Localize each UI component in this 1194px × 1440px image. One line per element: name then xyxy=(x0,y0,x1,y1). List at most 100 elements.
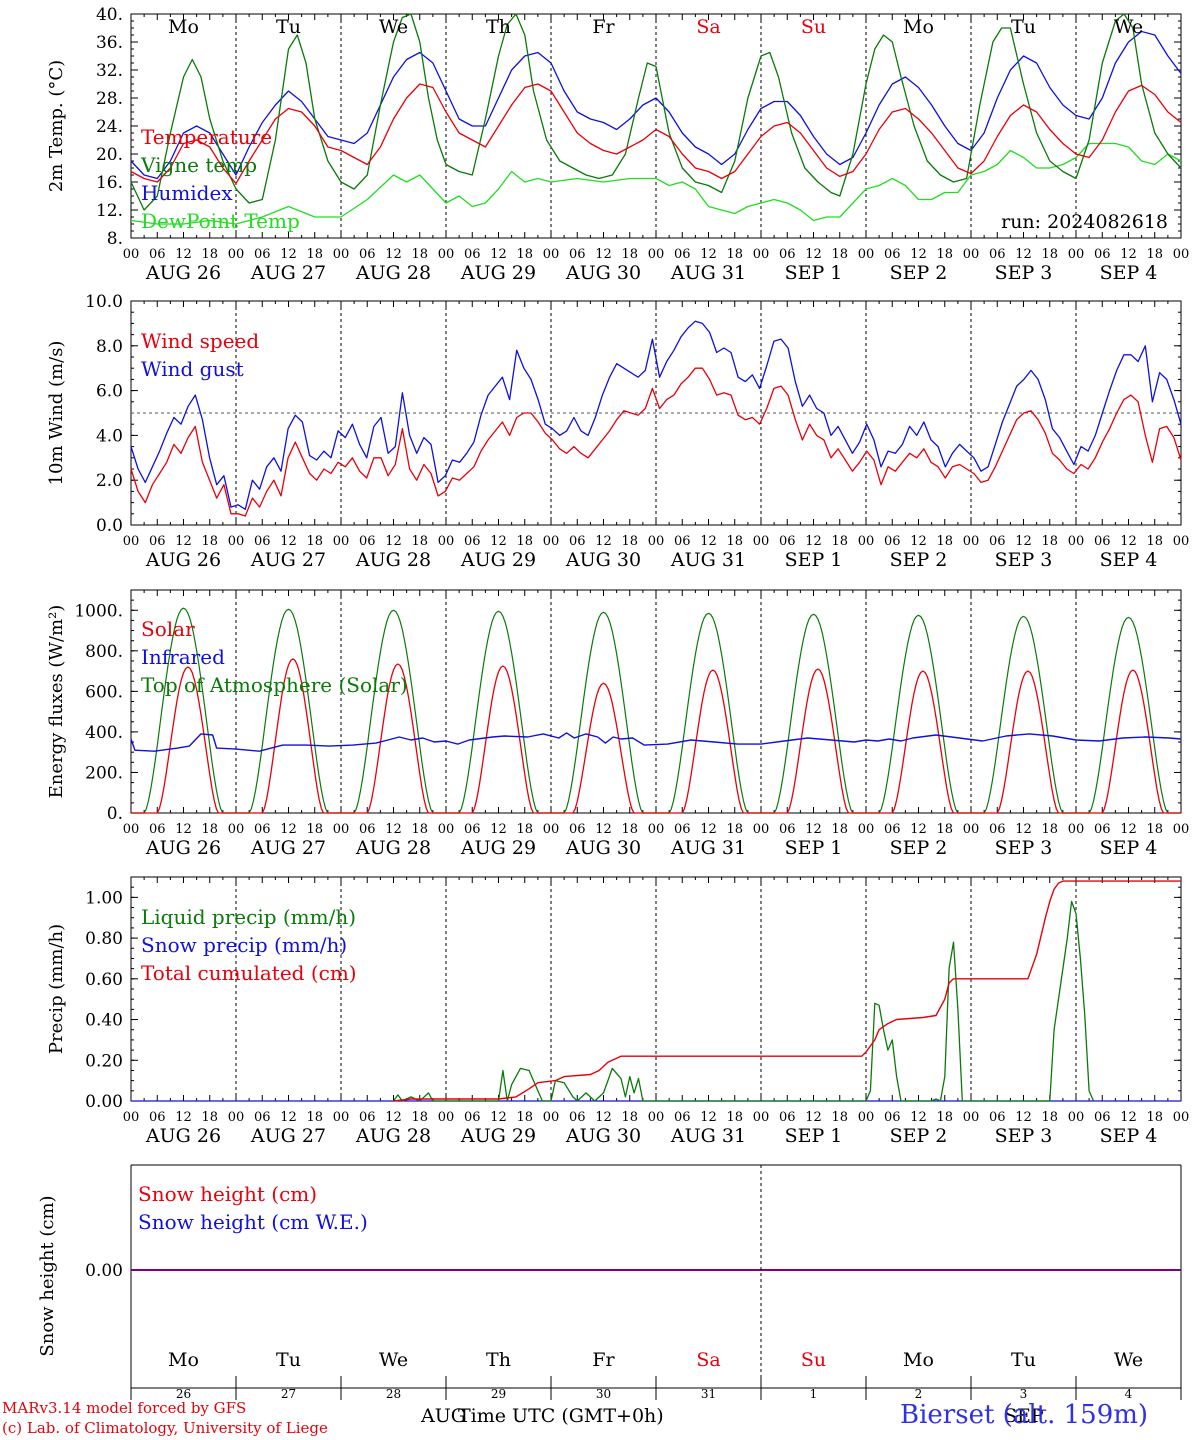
hour-tick-label: 18 xyxy=(1146,1110,1163,1125)
energy-series-solar xyxy=(131,658,1181,814)
snow-legend-1: Snow height (cm) xyxy=(138,1182,317,1206)
y-tick-label: 800. xyxy=(85,642,123,662)
hour-tick-label: 18 xyxy=(831,247,848,262)
weekday-label-top: Mo xyxy=(168,16,199,38)
hour-tick-label: 18 xyxy=(1146,534,1163,549)
hour-tick-label: 12 xyxy=(910,1110,927,1125)
date-label: SEP 2 xyxy=(890,549,948,571)
date-label: SEP 3 xyxy=(995,837,1053,859)
temp-series-lightgreen xyxy=(130,142,1182,225)
panel-1-frame xyxy=(130,13,1182,239)
date-label: AUG 27 xyxy=(250,549,326,571)
y-axis-label: Snow height (cm) xyxy=(37,1195,58,1356)
hour-tick-label: 00 xyxy=(438,534,455,549)
hour-tick-label: 00 xyxy=(963,247,980,262)
hour-tick-label: 12 xyxy=(595,822,612,837)
model-credit: MARv3.14 model forced by GFS xyxy=(2,1399,247,1417)
energy-legend-3: Top of Atmosphere (Solar) xyxy=(141,673,408,697)
date-label: AUG 28 xyxy=(355,1125,431,1147)
y-tick-label: 0.0 xyxy=(96,516,123,536)
hour-tick-label: 06 xyxy=(674,247,691,262)
hour-tick-label: 06 xyxy=(1094,534,1111,549)
hour-tick-label: 06 xyxy=(779,534,796,549)
hour-tick-label: 12 xyxy=(385,534,402,549)
hour-tick-label: 12 xyxy=(1120,534,1137,549)
date-label: AUG 26 xyxy=(145,262,221,284)
day-number-label: 27 xyxy=(281,1387,296,1401)
y-tick-label: 200. xyxy=(85,763,123,783)
hour-tick-label: 18 xyxy=(831,534,848,549)
hour-tick-label: 06 xyxy=(569,247,586,262)
date-label: AUG 28 xyxy=(355,837,431,859)
date-label: SEP 3 xyxy=(995,1125,1053,1147)
hour-tick-label: 00 xyxy=(123,1110,140,1125)
day-number-label: 3 xyxy=(1020,1387,1028,1401)
hour-tick-label: 00 xyxy=(333,1110,350,1125)
energy-legend-2: Infrared xyxy=(141,645,225,669)
hour-tick-label: 06 xyxy=(464,247,481,262)
y-tick-label: 6.0 xyxy=(96,382,123,402)
hour-tick-label: 06 xyxy=(1094,247,1111,262)
hour-tick-label: 12 xyxy=(595,534,612,549)
hour-tick-label: 00 xyxy=(648,247,665,262)
date-label: AUG 29 xyxy=(460,837,536,859)
date-label: SEP 2 xyxy=(890,837,948,859)
y-axis-label: 10m Wind (m/s) xyxy=(46,341,67,486)
date-label: AUG 30 xyxy=(565,549,641,571)
hour-tick-label: 18 xyxy=(1041,534,1058,549)
hour-tick-label: 00 xyxy=(228,534,245,549)
hour-tick-label: 12 xyxy=(805,822,822,837)
hour-tick-label: 00 xyxy=(333,822,350,837)
hour-tick-label: 12 xyxy=(700,1110,717,1125)
temp-series-green xyxy=(130,13,1182,211)
hour-tick-label: 12 xyxy=(805,534,822,549)
hour-tick-label: 00 xyxy=(1068,534,1085,549)
panel-3-frame xyxy=(130,589,1182,814)
hour-tick-label: 06 xyxy=(149,534,166,549)
y-tick-label: 12. xyxy=(96,201,123,221)
hour-tick-label: 18 xyxy=(306,1110,323,1125)
y-axis-label: Energy fluxes (W/m²) xyxy=(46,605,67,799)
hour-tick-label: 06 xyxy=(464,534,481,549)
hour-tick-label: 00 xyxy=(648,534,665,549)
date-label: AUG 26 xyxy=(145,837,221,859)
weekday-label-bottom: Su xyxy=(801,1349,826,1371)
hour-tick-label: 00 xyxy=(228,822,245,837)
date-label: AUG 30 xyxy=(565,262,641,284)
date-label: AUG 27 xyxy=(250,1125,326,1147)
hour-tick-label: 06 xyxy=(569,822,586,837)
y-tick-label: 1.00 xyxy=(85,888,123,908)
y-tick-label: 32. xyxy=(96,61,123,81)
temp-legend-4: DewPoint Temp xyxy=(141,209,300,233)
date-label: AUG 29 xyxy=(460,262,536,284)
hour-tick-label: 06 xyxy=(674,822,691,837)
hour-tick-label: 18 xyxy=(726,822,743,837)
hour-tick-label: 12 xyxy=(1120,1110,1137,1125)
hour-tick-label: 06 xyxy=(989,534,1006,549)
y-tick-label: 0.40 xyxy=(85,1011,123,1031)
hour-tick-label: 00 xyxy=(123,534,140,549)
hour-tick-label: 06 xyxy=(359,1110,376,1125)
hour-tick-label: 00 xyxy=(1068,822,1085,837)
precip-legend-1: Liquid precip (mm/h) xyxy=(141,905,356,929)
hour-tick-label: 18 xyxy=(1041,1110,1058,1125)
hour-tick-label: 00 xyxy=(333,534,350,549)
hour-tick-label: 06 xyxy=(254,247,271,262)
hour-tick-label: 06 xyxy=(779,247,796,262)
hour-tick-label: 00 xyxy=(1068,1110,1085,1125)
hour-tick-label: 12 xyxy=(1120,247,1137,262)
y-tick-label: 4.0 xyxy=(96,426,123,446)
wind-legend-2: Wind gust xyxy=(141,357,244,381)
hour-tick-label: 06 xyxy=(884,247,901,262)
date-label: SEP 3 xyxy=(995,262,1053,284)
hour-tick-label: 00 xyxy=(753,247,770,262)
hour-tick-label: 00 xyxy=(1173,822,1190,837)
hour-tick-label: 18 xyxy=(726,247,743,262)
hour-tick-label: 12 xyxy=(700,822,717,837)
hour-tick-label: 06 xyxy=(1094,1110,1111,1125)
y-tick-label: 10.0 xyxy=(85,292,123,312)
date-label: SEP 4 xyxy=(1100,837,1158,859)
day-number-label: 2 xyxy=(915,1387,923,1401)
weekday-label-top: Sa xyxy=(696,16,720,38)
y-axis-label: Precip (mm/h) xyxy=(46,924,67,1054)
